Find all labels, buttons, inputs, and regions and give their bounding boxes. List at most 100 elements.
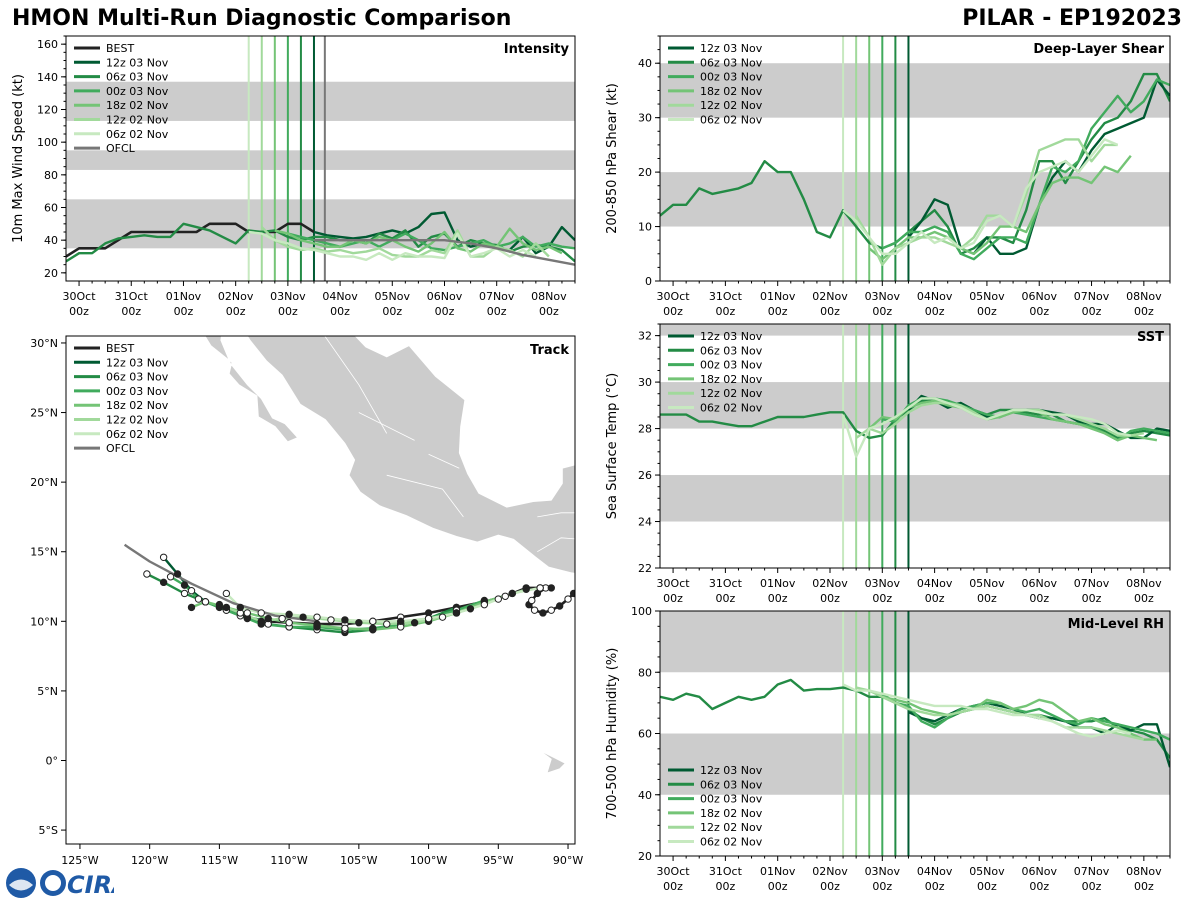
rh-xtick-label: 30Oct [657, 865, 691, 878]
shear-ytick-label: 0 [645, 275, 652, 288]
track-legend-label: 00z 03 Nov [106, 385, 169, 398]
rh-ytick-label: 80 [638, 666, 652, 679]
intensity-xtick-label: 05Nov [375, 290, 411, 303]
shear-xtick-label: 08Nov [1126, 290, 1162, 303]
intensity-panel-title: Intensity [504, 42, 570, 57]
track-point [536, 584, 544, 592]
track-point [522, 585, 530, 594]
sst-xtick-label: 08Nov [1126, 577, 1162, 590]
track-point [299, 613, 307, 621]
track-point [285, 610, 293, 619]
intensity-xtick-sublabel: 00z [330, 305, 350, 318]
state-border [324, 336, 388, 434]
intensity-shaded-band [66, 81, 575, 121]
shear-panel-title: Deep-Layer Shear [1033, 42, 1164, 57]
rh-xtick-label: 02Nov [812, 865, 848, 878]
shear-ytick-label: 30 [638, 112, 652, 125]
track-point [555, 602, 564, 610]
sst-series-line [841, 397, 1132, 458]
shear-legend-label: 06z 02 Nov [700, 114, 763, 127]
track-legend-label: 06z 02 Nov [106, 428, 169, 441]
intensity-xtick-sublabel: 00z [69, 305, 89, 318]
track-ytick-label: 20°N [30, 476, 58, 489]
rh-xtick-sublabel: 00z [1082, 880, 1102, 893]
sst-legend-label: 12z 03 Nov [700, 330, 763, 343]
rh-series-line [868, 689, 1157, 741]
track-xtick-label: 100°W [410, 854, 447, 867]
shear-legend-label: 12z 03 Nov [700, 42, 763, 55]
rh-xtick-sublabel: 00z [872, 880, 892, 893]
track-point [264, 614, 272, 623]
sst-xtick-sublabel: 00z [1082, 592, 1102, 605]
sst-shaded-band [660, 475, 1170, 522]
rh-xtick-label: 06Nov [1021, 865, 1057, 878]
track-xtick-label: 125°W [61, 854, 98, 867]
track-xtick-label: 110°W [270, 854, 307, 867]
track-point [257, 617, 265, 626]
shear-xtick-label: 06Nov [1021, 290, 1057, 303]
track-ytick-label: 5°S [39, 824, 58, 837]
intensity-xtick-sublabel: 00z [487, 305, 507, 318]
sst-panel: 22 24 26 28 30 32 30Oct 00z 31Oct 00z 01Nov 00z 02No… [605, 323, 1171, 605]
rh-legend-label: 18z 02 Nov [700, 807, 763, 820]
intensity-legend-label: 06z 03 Nov [106, 71, 169, 84]
sst-legend-label: 06z 02 Nov [700, 402, 763, 415]
track-point [480, 600, 489, 609]
intensity-xtick-label: 02Nov [218, 290, 254, 303]
track-point [313, 613, 321, 621]
intensity-xtick-sublabel: 00z [539, 305, 559, 318]
state-border [537, 537, 575, 553]
track-point [383, 620, 391, 628]
intensity-xtick-sublabel: 00z [435, 305, 455, 318]
shear-shaded-band [660, 63, 1170, 118]
sst-panel-title: SST [1137, 330, 1164, 345]
sst-xtick-sublabel: 00z [872, 592, 892, 605]
rh-xtick-label: 01Nov [760, 865, 796, 878]
rh-ytick-label: 60 [638, 728, 652, 741]
intensity-legend-label: 12z 02 Nov [106, 114, 169, 127]
track-point [222, 589, 231, 598]
track-point [257, 609, 265, 617]
sst-ytick-label: 26 [638, 469, 652, 482]
track-point [539, 609, 547, 617]
sst-ytick-label: 24 [638, 516, 652, 529]
state-border [578, 560, 603, 580]
sst-xtick-label: 06Nov [1021, 577, 1057, 590]
intensity-series-line [66, 222, 315, 258]
intensity-panel: 20 40 60 80 100 120 140 160 30Oct 00z 31Oct 00z 01No… [11, 35, 576, 318]
shear-ytick-label: 40 [638, 57, 652, 70]
intensity-xtick-sublabel: 00z [121, 305, 141, 318]
rh-xtick-sublabel: 00z [1134, 880, 1154, 893]
rh-series-line [855, 686, 1145, 741]
rh-xtick-sublabel: 00z [925, 880, 945, 893]
shear-legend-label: 00z 03 Nov [700, 71, 763, 84]
intensity-xtick-label: 30Oct [63, 290, 97, 303]
shear-ytick-label: 20 [638, 166, 652, 179]
rh-xtick-sublabel: 00z [977, 880, 997, 893]
shear-xtick-label: 01Nov [760, 290, 796, 303]
state-border [428, 453, 460, 469]
intensity-ytick-label: 40 [44, 234, 58, 247]
intensity-legend-label: 00z 03 Nov [106, 85, 169, 98]
track-point [143, 570, 151, 578]
shear-series-line [842, 138, 1119, 255]
track-xtick-label: 120°W [131, 854, 168, 867]
track-axes-frame [65, 335, 576, 845]
shear-xtick-label: 31Oct [709, 290, 743, 303]
sst-xtick-label: 07Nov [1074, 577, 1110, 590]
sst-ytick-label: 22 [638, 562, 652, 575]
track-xtick-label: 95°W [483, 854, 513, 867]
sst-xtick-label: 02Nov [812, 577, 848, 590]
shear-xtick-sublabel: 00z [715, 305, 735, 318]
rh-xtick-sublabel: 00z [663, 880, 683, 893]
rh-panel: 20 40 60 80 100 30Oct 00z 31Oct 00z 01Nov 00z 02Nov… [605, 605, 1171, 893]
rh-xtick-label: 07Nov [1074, 865, 1110, 878]
shear-xtick-label: 02Nov [812, 290, 848, 303]
intensity-legend-label: 06z 02 Nov [106, 128, 169, 141]
shear-ytick-label: 10 [638, 221, 652, 234]
rh-ylabel: 700-500 hPa Humidity (%) [605, 648, 620, 820]
rh-xtick-label: 04Nov [917, 865, 953, 878]
track-point [159, 553, 168, 561]
shear-xtick-sublabel: 00z [1134, 305, 1154, 318]
shear-xtick-sublabel: 00z [768, 305, 788, 318]
